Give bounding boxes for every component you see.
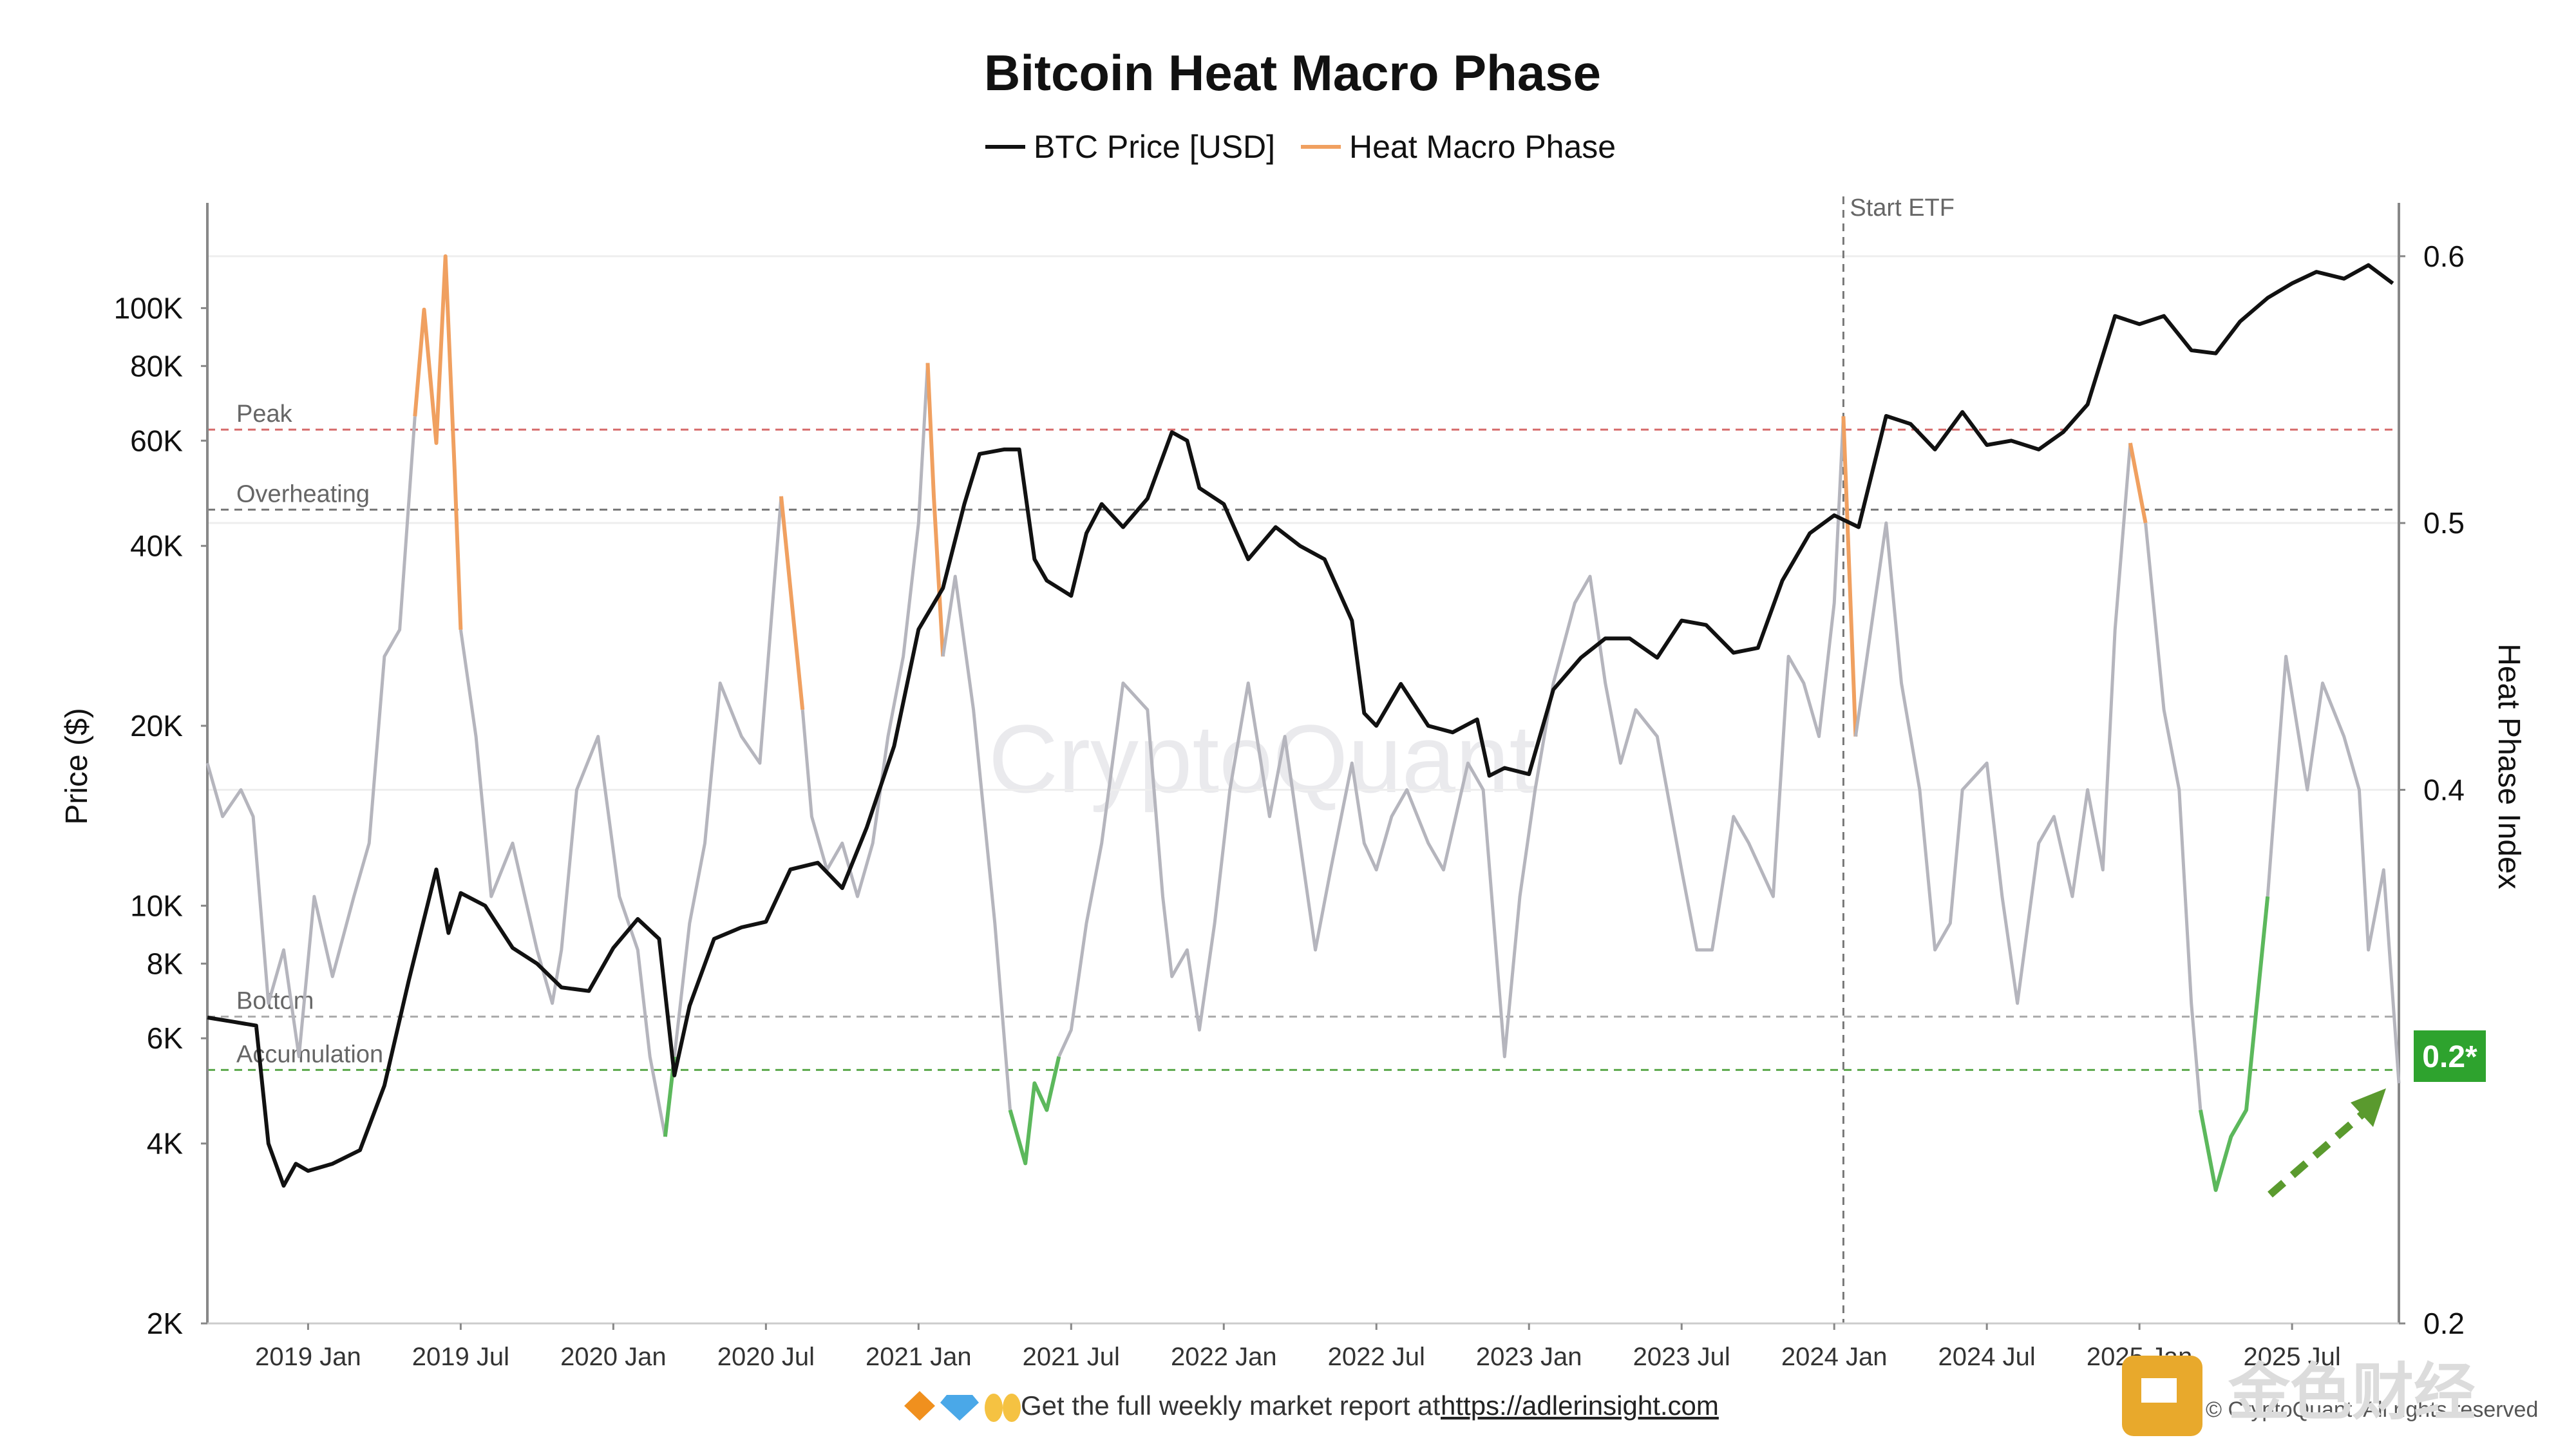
- heat-phase-segment-9: [1008, 1056, 1061, 1166]
- heat-phase-segment-8: [941, 574, 1012, 1110]
- heat-phase-segment-4: [672, 496, 783, 1057]
- y-left-tick-label: 60K: [130, 424, 183, 457]
- heat-phase-segment-2: [459, 629, 667, 1137]
- heat-phase-segment-0: [205, 416, 417, 1059]
- y-right-axis-title: Heat Phase Index: [2492, 643, 2526, 889]
- heat-phase-segment-5: [779, 496, 805, 710]
- y-right-tick-label: 0.5: [2423, 506, 2465, 540]
- dashed-arrow: [2268, 1088, 2386, 1198]
- heat-phase-segment-10: [1057, 416, 1845, 1059]
- x-tick-label: 2020 Jul: [717, 1343, 815, 1371]
- y-right-tick-label: 0.6: [2423, 240, 2465, 273]
- x-tick-label: 2023 Jan: [1476, 1343, 1582, 1371]
- heat-phase-segment-15: [2198, 896, 2270, 1192]
- x-tick-label: 2020 Jan: [560, 1343, 667, 1371]
- copyright: © CryptoQuant. All rights reserved: [2206, 1397, 2538, 1422]
- current-value-badge: 0.2*: [2414, 1030, 2486, 1082]
- y-left-tick-label: 40K: [130, 529, 183, 563]
- footer-link[interactable]: https://adlerinsight.com: [1441, 1390, 1719, 1421]
- legend[interactable]: BTC Price [USD] Heat Macro Phase: [985, 129, 1616, 165]
- ref-label-peak: Peak: [236, 401, 293, 428]
- gem-icon: [940, 1395, 979, 1421]
- heat-phase-segment-1: [413, 254, 463, 630]
- heat-phase-segment-11: [1841, 416, 1858, 737]
- raised-hands-icon: [985, 1394, 1021, 1422]
- x-tick-label: 2021 Jan: [866, 1343, 972, 1371]
- heat-phase-segment-7: [925, 363, 945, 657]
- x-tick-label: 2022 Jul: [1328, 1343, 1425, 1371]
- badge-text: 0.2*: [2422, 1040, 2477, 1074]
- gridlines: [207, 255, 2399, 1325]
- y-left-tick-label: 2K: [147, 1307, 184, 1340]
- ref-label-overheating: Overheating: [236, 480, 370, 507]
- y-left-tick-label: 80K: [130, 349, 183, 383]
- y-left-tick-label: 100K: [114, 291, 184, 325]
- x-tick-label: 2023 Jul: [1633, 1343, 1730, 1371]
- y-left-tick-label: 8K: [147, 947, 184, 980]
- chart-title: Bitcoin Heat Macro Phase: [984, 44, 1601, 101]
- diamond-icon: [904, 1391, 935, 1421]
- badge-bg: [2414, 1030, 2486, 1082]
- watermark: CryptoQuant: [989, 705, 1536, 813]
- y-right-tick-label: 0.2: [2423, 1307, 2465, 1340]
- corner-brand: © CryptoQuant. All rights reserved 金色财经: [2122, 1356, 2538, 1436]
- series: [205, 254, 2401, 1192]
- x-tick-label: 2019 Jul: [412, 1343, 509, 1371]
- etf-label: Start ETF: [1850, 194, 1955, 222]
- legend-btc-label[interactable]: BTC Price [USD]: [1034, 129, 1275, 165]
- x-tick-label: 2024 Jul: [1938, 1343, 2036, 1371]
- brand-text: 金色财经: [2228, 1356, 2476, 1428]
- heat-phase-segment-13: [2128, 442, 2148, 524]
- heat-phase-segment-16: [2266, 654, 2401, 1084]
- etf-event: Start ETF: [1842, 194, 1955, 1323]
- x-tick-label: 2019 Jan: [255, 1343, 361, 1371]
- heat-phase-segment-14: [2144, 522, 2202, 1110]
- y-left-axis-title: Price ($): [60, 708, 94, 824]
- y-left-tick-label: 10K: [130, 889, 183, 922]
- y-left-tick-label: 20K: [130, 709, 183, 743]
- legend-heat-label[interactable]: Heat Macro Phase: [1349, 129, 1616, 165]
- heat-phase-segment-6: [800, 363, 929, 898]
- y-right-tick-label: 0.4: [2423, 773, 2465, 806]
- x-tick-label: 2022 Jan: [1171, 1343, 1277, 1371]
- btc-price-line: [207, 263, 2394, 1188]
- y-left-tick-label: 4K: [147, 1127, 184, 1160]
- x-tick-label: 2021 Jul: [1023, 1343, 1120, 1371]
- x-tick-label: 2025 Jul: [2243, 1343, 2340, 1371]
- y-left-tick-label: 6K: [147, 1021, 184, 1055]
- x-tick-label: 2024 Jan: [1781, 1343, 1888, 1371]
- ref-label-bottom: Bottom: [236, 988, 314, 1015]
- footer: Get the full weekly market report at htt…: [904, 1390, 1719, 1422]
- footer-text: Get the full weekly market report at: [1021, 1390, 1441, 1421]
- heat-phase-segment-12: [1853, 442, 2132, 1005]
